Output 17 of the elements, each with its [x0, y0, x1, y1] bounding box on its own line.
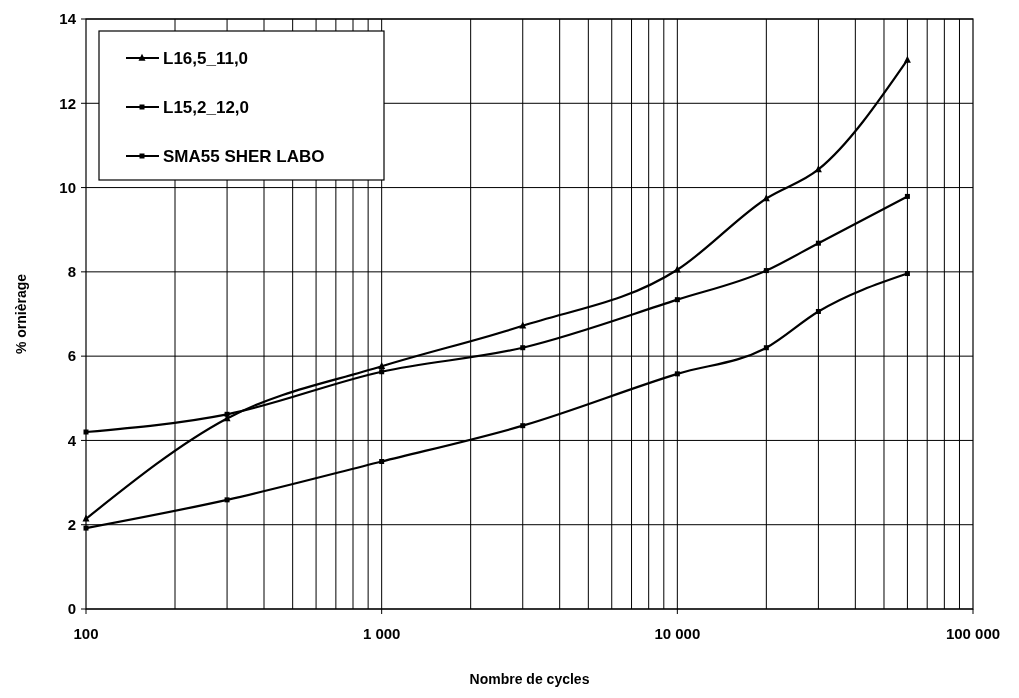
x-tick-label: 10 000	[654, 625, 701, 642]
legend-label: L16,5_11,0	[163, 48, 249, 68]
y-tick-label: 10	[59, 178, 76, 196]
x-tick-label: 1 000	[362, 625, 401, 642]
y-tick-label: 4	[67, 431, 77, 449]
legend-label: SMA55 SHER LABO	[163, 146, 325, 166]
y-tick-label: 12	[59, 94, 76, 112]
x-axis-title: Nombre de cycles	[469, 671, 590, 687]
x-tick-label: 100 000	[945, 625, 1001, 642]
y-tick-label: 6	[67, 347, 76, 365]
y-tick-label: 2	[67, 515, 76, 533]
y-tick-label: 14	[59, 10, 77, 28]
y-axis-title: % ornièrage	[13, 273, 29, 355]
y-tick-label: 0	[67, 600, 76, 618]
legend-label: L15,2_12,0	[163, 97, 250, 117]
x-tick-label: 100	[73, 625, 99, 642]
y-tick-label: 8	[67, 263, 76, 281]
